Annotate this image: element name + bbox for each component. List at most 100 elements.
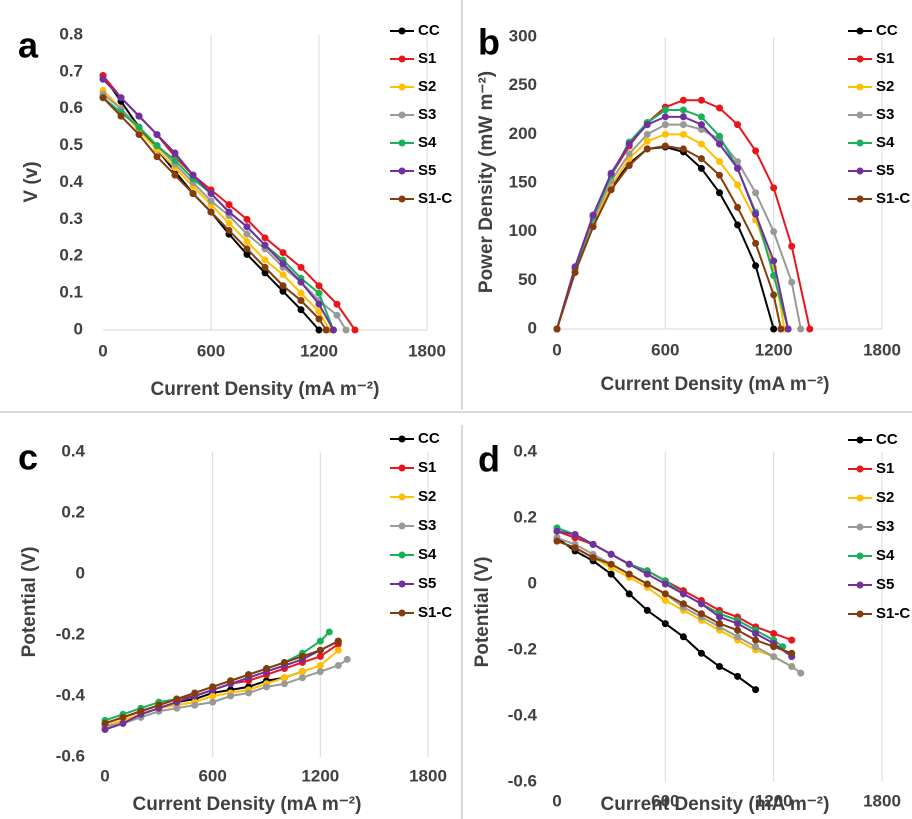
x-tick-label: 1200: [755, 791, 793, 810]
y-axis-title: Potential (V): [19, 547, 40, 658]
data-point: [697, 140, 705, 148]
x-tick-label: 1200: [755, 340, 793, 359]
data-point: [135, 112, 143, 120]
x-tick-label: 0: [98, 341, 107, 360]
y-tick-label: 200: [509, 124, 537, 143]
legend-label: S1-C: [876, 190, 910, 207]
data-point: [752, 210, 760, 218]
y-tick-label: 0: [528, 318, 537, 337]
data-point: [679, 600, 687, 608]
data-point: [716, 663, 723, 670]
x-tick-label: 1800: [409, 766, 447, 785]
data-point: [334, 637, 342, 645]
data-point: [153, 131, 161, 139]
data-point: [716, 613, 723, 621]
data-point: [697, 610, 705, 618]
data-point: [697, 113, 705, 121]
data-point: [734, 633, 742, 641]
data-point: [245, 671, 253, 679]
legend-marker: [398, 522, 406, 530]
data-point: [99, 94, 107, 102]
y-tick-label: 0: [74, 319, 83, 338]
data-point: [279, 249, 287, 257]
data-point: [679, 106, 687, 114]
legend-marker: [398, 551, 406, 559]
data-point: [607, 570, 615, 578]
legend-marker: [398, 83, 406, 91]
data-point: [297, 278, 305, 286]
legend-marker: [856, 465, 864, 473]
legend-marker: [398, 55, 406, 63]
data-point: [589, 211, 597, 219]
data-point: [770, 291, 778, 299]
data-point: [261, 234, 269, 242]
y-tick-label: -0.4: [508, 705, 538, 724]
data-point: [770, 653, 778, 661]
data-point: [243, 238, 251, 245]
x-axis-title: Current Density (mA m⁻²): [151, 379, 380, 400]
data-point: [625, 140, 633, 148]
data-point: [298, 668, 306, 676]
data-point: [342, 326, 350, 334]
data-point: [643, 606, 651, 614]
legend-label: S2: [876, 78, 894, 95]
data-point: [209, 683, 217, 691]
data-point: [243, 245, 251, 253]
data-point: [315, 282, 323, 290]
data-point: [316, 637, 324, 645]
data-point: [119, 713, 127, 721]
legend-label: S3: [418, 517, 436, 534]
y-tick-label: 0.5: [59, 135, 83, 154]
y-tick-label: -0.4: [56, 685, 86, 704]
data-point: [797, 325, 805, 333]
data-point: [571, 531, 579, 538]
data-point: [135, 123, 143, 131]
legend-label: S5: [876, 576, 894, 593]
data-point: [243, 215, 251, 223]
data-point: [571, 544, 579, 552]
data-point: [752, 239, 760, 247]
data-point: [297, 306, 305, 314]
legend-marker: [856, 111, 864, 119]
data-point: [770, 228, 778, 236]
data-point: [770, 257, 778, 265]
x-tick-label: 0: [552, 340, 561, 359]
data-point: [797, 669, 805, 677]
data-point: [734, 203, 742, 211]
y-tick-label: 0.4: [61, 441, 85, 460]
y-tick-label: 0: [528, 573, 537, 592]
legend-label: S3: [876, 106, 894, 123]
legend-label: S1: [418, 459, 436, 476]
data-point: [245, 689, 253, 697]
data-point: [191, 701, 199, 709]
y-tick-label: 0.1: [59, 283, 83, 302]
y-tick-label: 150: [509, 172, 537, 191]
y-tick-label: 250: [509, 75, 537, 94]
y-tick-label: 0.2: [61, 502, 85, 521]
data-point: [607, 560, 615, 568]
x-tick-label: 1200: [300, 341, 338, 360]
data-point: [697, 600, 705, 608]
data-point: [207, 197, 215, 205]
legend-marker: [398, 493, 406, 501]
data-point: [679, 96, 687, 104]
y-axis-title: V (v): [21, 161, 42, 202]
data-point: [261, 256, 269, 264]
data-point: [343, 655, 351, 663]
legend-marker: [856, 195, 864, 203]
data-point: [661, 590, 669, 598]
data-point: [770, 630, 778, 637]
data-point: [661, 113, 669, 121]
legend-label: S4: [418, 546, 437, 563]
data-point: [225, 219, 233, 227]
data-point: [734, 181, 742, 189]
data-point: [333, 300, 341, 308]
data-point: [752, 189, 760, 197]
data-point: [661, 620, 669, 628]
data-point: [697, 155, 705, 163]
data-point: [734, 672, 742, 680]
panel-label: d: [478, 439, 500, 480]
data-point: [173, 695, 181, 703]
data-point: [553, 325, 561, 333]
data-point: [625, 560, 633, 568]
